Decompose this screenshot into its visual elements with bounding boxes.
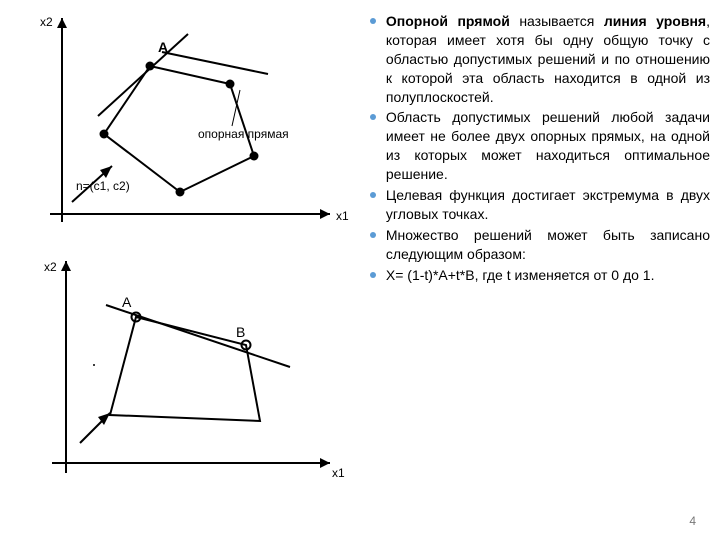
bullet-item: Опорной прямой называется линия уровня, … bbox=[368, 12, 710, 106]
figure-1-svg: x1 x2 A опорная прямая bbox=[10, 4, 350, 240]
point-a-label-2: A bbox=[122, 294, 132, 310]
support-line-label: опорная прямая bbox=[198, 127, 289, 141]
lead-bold-1: Опорной прямой bbox=[386, 13, 510, 29]
bullet-item: Целевая функция достигает экстремума в д… bbox=[368, 186, 710, 224]
normal-vector-label: n=(c1, c2) bbox=[76, 179, 130, 193]
bullet-text-1: Область допустимых решений любой задачи … bbox=[386, 109, 710, 182]
bullet-icon bbox=[370, 272, 376, 278]
bullet-icon bbox=[370, 18, 376, 24]
figures-column: x1 x2 A опорная прямая bbox=[0, 0, 362, 540]
bullet-icon bbox=[370, 192, 376, 198]
bullet-item: Множество решений может быть записано сл… bbox=[368, 226, 710, 264]
page-number: 4 bbox=[689, 514, 696, 528]
bullet-icon bbox=[370, 114, 376, 120]
bullet-text-4: X= (1-t)*A+t*B, где t изменяется от 0 до… bbox=[386, 267, 655, 283]
text-column: Опорной прямой называется линия уровня, … bbox=[362, 0, 720, 540]
bullet-icon bbox=[370, 232, 376, 238]
figure-1: x1 x2 A опорная прямая bbox=[10, 4, 350, 245]
bullet-text-3: Множество решений может быть записано сл… bbox=[386, 227, 710, 262]
lead-rest-1: называется bbox=[510, 13, 604, 29]
lead-bold-2: линия уровня bbox=[604, 13, 706, 29]
point-b-label-2: B bbox=[236, 324, 245, 340]
bullet-item: Область допустимых решений любой задачи … bbox=[368, 108, 710, 184]
figure-2: x1 x2 A B bbox=[10, 245, 350, 498]
slide: x1 x2 A опорная прямая bbox=[0, 0, 720, 540]
axis-x2-label: x2 bbox=[40, 15, 53, 29]
axis-x1-label-2: x1 bbox=[332, 466, 345, 480]
bullet-text-2: Целевая функция достигает экстремума в д… bbox=[386, 187, 710, 222]
axis-x2-label-2: x2 bbox=[44, 260, 57, 274]
axis-x1-label: x1 bbox=[336, 209, 349, 223]
point-a-label: A bbox=[158, 39, 168, 55]
bullet-list: Опорной прямой называется линия уровня, … bbox=[368, 12, 710, 284]
figure-2-svg: x1 x2 A B bbox=[10, 245, 350, 493]
bullet-item: X= (1-t)*A+t*B, где t изменяется от 0 до… bbox=[368, 266, 710, 285]
